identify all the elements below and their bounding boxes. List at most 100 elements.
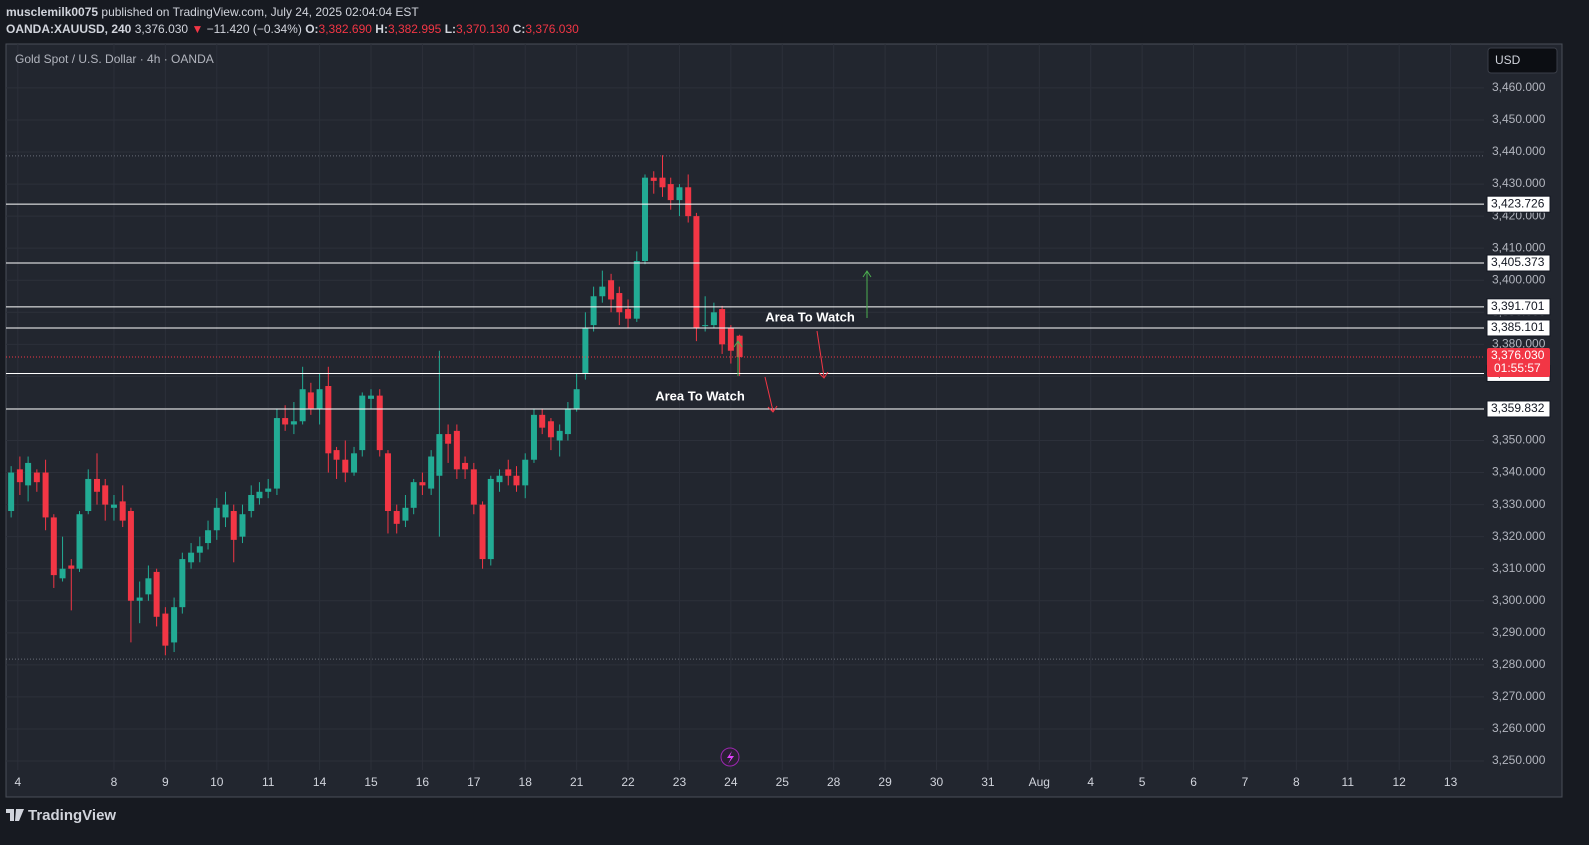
candle-body — [222, 504, 229, 518]
candle-body — [564, 408, 571, 435]
x-tick-label: 31 — [981, 775, 995, 789]
published: published on TradingView.com, July 24, 2… — [101, 5, 419, 19]
candle-body — [719, 309, 726, 345]
candle-body — [316, 389, 323, 409]
level-label-box — [1486, 400, 1551, 418]
candle-body — [496, 475, 503, 483]
logo-mark — [6, 809, 24, 821]
y-tick-label: 3,290.000 — [1492, 625, 1546, 639]
candle-body — [248, 494, 255, 512]
candle-body — [127, 511, 134, 601]
ohlc-value: 3,382.690 — [318, 22, 372, 36]
candle-body — [76, 514, 83, 569]
candle-body — [102, 485, 109, 505]
x-tick-label: 23 — [673, 775, 687, 789]
y-tick-label: 3,260.000 — [1492, 721, 1546, 735]
y-tick-label: 3,410.000 — [1492, 240, 1546, 254]
level-label: 3,385.101 — [1491, 320, 1545, 334]
candle-body — [667, 184, 674, 201]
level-label-box — [1486, 195, 1551, 213]
candle-body — [162, 613, 169, 646]
countdown: 01:55:57 — [1494, 361, 1541, 375]
arrow-down — [816, 330, 829, 379]
arrow-down — [764, 376, 778, 413]
candle-body — [479, 504, 486, 560]
candle-body — [42, 472, 49, 518]
candle-body — [119, 501, 126, 521]
y-tick-label: 3,440.000 — [1492, 144, 1546, 158]
candle-body — [513, 475, 520, 486]
last-price-box — [1487, 348, 1550, 378]
y-tick-label: 3,350.000 — [1492, 433, 1546, 447]
candle-body — [522, 459, 529, 486]
candle-body — [505, 469, 512, 476]
candle-body — [50, 517, 57, 576]
candle-body — [136, 597, 143, 601]
last: 3,376.030 — [134, 22, 189, 36]
candle-body — [676, 187, 683, 201]
candle-body — [710, 312, 717, 326]
candle-body — [470, 469, 477, 505]
candle-body — [608, 280, 615, 300]
level-label: 3,405.373 — [1491, 255, 1545, 269]
x-tick-label: 5 — [1139, 775, 1146, 789]
candle-body — [530, 414, 537, 460]
candle-body — [573, 389, 580, 409]
currency-button[interactable] — [1487, 47, 1558, 74]
ohlc-label: L: — [444, 22, 457, 36]
candle-body — [282, 418, 289, 425]
candle-body — [213, 507, 220, 531]
candle-body — [633, 260, 640, 319]
level-label-box — [1486, 254, 1551, 272]
y-tick-label: 3,430.000 — [1492, 176, 1546, 190]
candle-body — [290, 421, 297, 425]
x-tick-label: 16 — [416, 775, 430, 789]
chart-title: Gold Spot / U.S. Dollar · 4h · OANDA — [15, 52, 214, 66]
brand[interactable]: TradingView — [28, 807, 116, 824]
candle-body — [590, 296, 597, 326]
candle-body — [342, 459, 349, 473]
header-line-2: OANDA:XAUUSD, 240 3,376.030 ▼ −11.420 (−… — [6, 21, 579, 38]
y-tick-label: 3,380.000 — [1492, 337, 1546, 351]
header: musclemilk0075 published on TradingView.… — [6, 4, 579, 38]
ohlc-label: H: — [375, 22, 388, 36]
candle-body — [393, 511, 400, 524]
candle-body — [539, 414, 546, 428]
ohlc-value: 3,382.995 — [387, 22, 442, 36]
candle-body — [616, 293, 623, 313]
x-tick-label: 17 — [467, 775, 481, 789]
candle-body — [93, 478, 100, 492]
candle-body — [25, 462, 32, 486]
x-tick-label: 11 — [1342, 775, 1355, 789]
author[interactable]: musclemilk0075 — [6, 5, 99, 19]
brand-logo[interactable] — [6, 809, 24, 821]
candle-body — [230, 511, 237, 540]
x-tick-label: 15 — [364, 775, 378, 789]
candle-body — [410, 482, 417, 508]
y-tick-label: 3,340.000 — [1492, 465, 1546, 479]
y-tick-label: 3,300.000 — [1492, 593, 1546, 607]
candle-body — [325, 386, 332, 454]
x-tick-label: 14 — [313, 775, 327, 789]
candle-body — [145, 578, 152, 595]
candle-body — [419, 482, 426, 486]
ohlc-value: 3,376.030 — [525, 22, 579, 36]
y-tick-label: 3,460.000 — [1492, 80, 1546, 94]
candle-body — [273, 418, 280, 489]
y-tick-label: 3,270.000 — [1492, 689, 1546, 703]
x-tick-label: 21 — [570, 775, 584, 789]
currency[interactable]: USD — [1495, 53, 1521, 67]
candle-body — [368, 395, 375, 399]
candle-body — [179, 559, 186, 608]
x-tick-label: 9 — [162, 775, 169, 789]
candle-body — [445, 434, 452, 444]
y-tick-label: 3,250.000 — [1492, 753, 1546, 767]
candle-body — [333, 450, 340, 460]
y-tick-label: 3,280.000 — [1492, 657, 1546, 671]
candle-body — [453, 430, 460, 470]
y-tick-label: 3,400.000 — [1492, 272, 1546, 286]
x-tick-label: 8 — [1293, 775, 1300, 789]
event-icon-bolt — [727, 751, 734, 764]
